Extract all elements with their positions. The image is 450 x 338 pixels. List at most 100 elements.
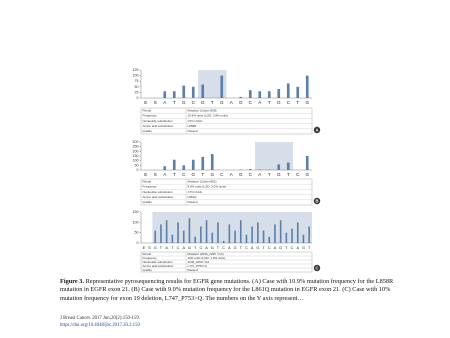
- table-cell: Mutation (Codon 858): [188, 108, 217, 112]
- bar: [248, 169, 252, 170]
- bar: [194, 236, 196, 243]
- dispensation-label: A: [258, 100, 262, 105]
- bar: [172, 91, 176, 98]
- dispensation-label: G: [256, 246, 259, 250]
- bar: [296, 86, 300, 98]
- dispensation-label: S: [148, 246, 151, 250]
- dispensation-label: G: [201, 100, 205, 105]
- dispensation-label: G: [239, 172, 243, 177]
- dispensation-label: C: [249, 100, 253, 105]
- table-cell: Result: [143, 179, 152, 183]
- table-cell: Nucleotide substitution: [143, 190, 174, 194]
- bar: [201, 156, 205, 170]
- table-cell: Nucleotide substitution: [143, 119, 174, 123]
- journal: J Breast Cancer. 2017 Jun;20(2):150-159.: [60, 316, 140, 321]
- table-cell: CTG>CGG: [188, 119, 204, 123]
- bar: [163, 166, 167, 170]
- dispensation-label: C: [177, 246, 180, 250]
- dispensation-label: T: [217, 246, 220, 250]
- dispensation-label: C: [245, 246, 248, 250]
- dispensation-label: T: [240, 246, 243, 250]
- dispensation-label: C: [249, 172, 253, 177]
- dispensation-label: G: [188, 246, 191, 250]
- bar: [248, 90, 252, 98]
- bar: [277, 164, 281, 170]
- dispensation-label: T: [173, 172, 176, 177]
- bar: [296, 222, 299, 243]
- panel-badge: [313, 264, 321, 272]
- dispensation-label: A: [296, 246, 299, 250]
- dispensation-label: G: [305, 172, 309, 177]
- doi-link[interactable]: https://doi.org/10.4048/jbc.2017.20.2.15…: [60, 322, 140, 328]
- bar: [171, 234, 174, 243]
- dispensation-label: E: [144, 172, 147, 177]
- dispensation-label: T: [173, 100, 176, 105]
- dispensation-label: G: [302, 246, 305, 250]
- dispensation-label: C: [182, 172, 186, 177]
- panel-label: B: [315, 198, 318, 203]
- dispensation-label: T: [160, 246, 163, 250]
- bar: [217, 222, 219, 243]
- bar: [257, 222, 259, 243]
- dispensation-label: T: [296, 100, 299, 105]
- table-cell: Passed: [188, 268, 198, 272]
- bar: [285, 232, 288, 243]
- bar: [182, 85, 186, 98]
- result-table: [140, 107, 313, 135]
- panel-badge: [313, 197, 321, 205]
- dispensation-label: T: [262, 246, 265, 250]
- dispensation-label: T: [201, 172, 204, 177]
- bar: [286, 162, 290, 170]
- bar: [302, 234, 305, 243]
- table-cell: Quality: [143, 129, 153, 133]
- dispensation-label: G: [182, 100, 186, 105]
- table-cell: 9.0% units (LOD: 3.0% units): [188, 185, 227, 189]
- highlight-region: [152, 212, 312, 243]
- citation: J Breast Cancer. 2017 Jun;20(2):150-159.…: [60, 316, 140, 329]
- bar: [262, 230, 265, 243]
- result-table: [140, 178, 313, 206]
- y-tick-label: 75: [135, 79, 139, 83]
- y-tick-label: 0: [137, 96, 139, 100]
- table-cell: Frequency: [143, 256, 158, 260]
- dispensation-label: G: [154, 246, 157, 250]
- y-tick-label: 0: [137, 168, 139, 172]
- dispensation-label: T: [285, 246, 288, 250]
- dispensation-label: T: [171, 246, 174, 250]
- dispensation-label: A: [274, 246, 277, 250]
- caption-text: Representative pyrosequencing results fo…: [60, 278, 394, 302]
- y-tick-label: 125: [133, 68, 139, 72]
- dispensation-label: C: [287, 100, 291, 105]
- bar: [274, 224, 276, 243]
- table-cell: 2236_2250 >CA: [188, 260, 210, 264]
- table-cell: Amino acid substitution: [143, 264, 174, 268]
- bar: [188, 218, 191, 243]
- bar: [201, 84, 205, 98]
- table-cell: L858R: [188, 124, 198, 128]
- dispensation-label: C: [291, 246, 294, 250]
- dispensation-label: T: [268, 100, 271, 105]
- dispensation-label: G: [305, 100, 309, 105]
- dispensation-label: G: [277, 100, 281, 105]
- caption: Figure 3. Representative pyrosequencing …: [60, 278, 405, 303]
- dispensation-label: G: [234, 246, 237, 250]
- bar: [251, 226, 253, 243]
- dispensation-label: C: [268, 246, 271, 250]
- dispensation-label: S: [154, 172, 157, 177]
- table-cell: Frequency: [143, 114, 158, 118]
- dispensation-label: A: [163, 172, 167, 177]
- bar: [177, 222, 179, 243]
- table-cell: Mutation (Codon 861): [188, 179, 217, 183]
- bar: [165, 220, 168, 243]
- dispensation-label: A: [251, 246, 254, 250]
- table-cell: 10.9% units (LOD: 3.8% units): [188, 114, 228, 118]
- bar: [182, 230, 185, 243]
- y-tick-label: 200: [133, 149, 139, 153]
- bar: [163, 91, 167, 98]
- bar: [268, 236, 271, 243]
- dispensation-label: G: [210, 172, 214, 177]
- table-cell: Nucleotide substitution: [143, 260, 174, 264]
- bar: [239, 96, 243, 98]
- bar: [279, 220, 282, 243]
